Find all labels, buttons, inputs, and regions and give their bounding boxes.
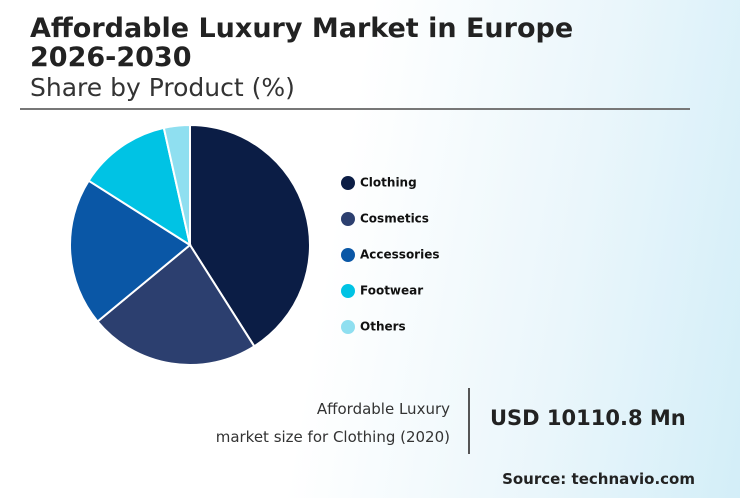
source: Source: technavio.com <box>502 470 695 488</box>
pie-slice <box>162 123 191 246</box>
legend-label: Clothing <box>360 176 417 190</box>
legend-label: Cosmetics <box>360 212 429 226</box>
divider <box>20 108 690 110</box>
callout-label: Affordable Luxury <box>316 400 450 418</box>
callout-label: market size for Clothing (2020) <box>215 428 450 446</box>
chart-title: Affordable Luxury Market in Europe 2026-… <box>30 13 574 73</box>
legend-label: Accessories <box>360 248 440 262</box>
legend-swatch <box>341 320 355 334</box>
legend-swatch <box>341 212 355 226</box>
pie-slice <box>87 126 192 248</box>
legend-label: Footwear <box>360 284 423 298</box>
chart-subtitle: Share by Product (%) <box>30 73 295 102</box>
pie-slice <box>96 243 256 366</box>
divider <box>468 388 470 454</box>
legend-swatch <box>341 284 355 298</box>
legend-label: Others <box>360 320 406 334</box>
legend-swatch <box>341 248 355 262</box>
pie-slice <box>69 179 192 323</box>
callout-value: USD 10110.8 Mn <box>490 406 686 430</box>
legend-swatch <box>341 176 355 190</box>
